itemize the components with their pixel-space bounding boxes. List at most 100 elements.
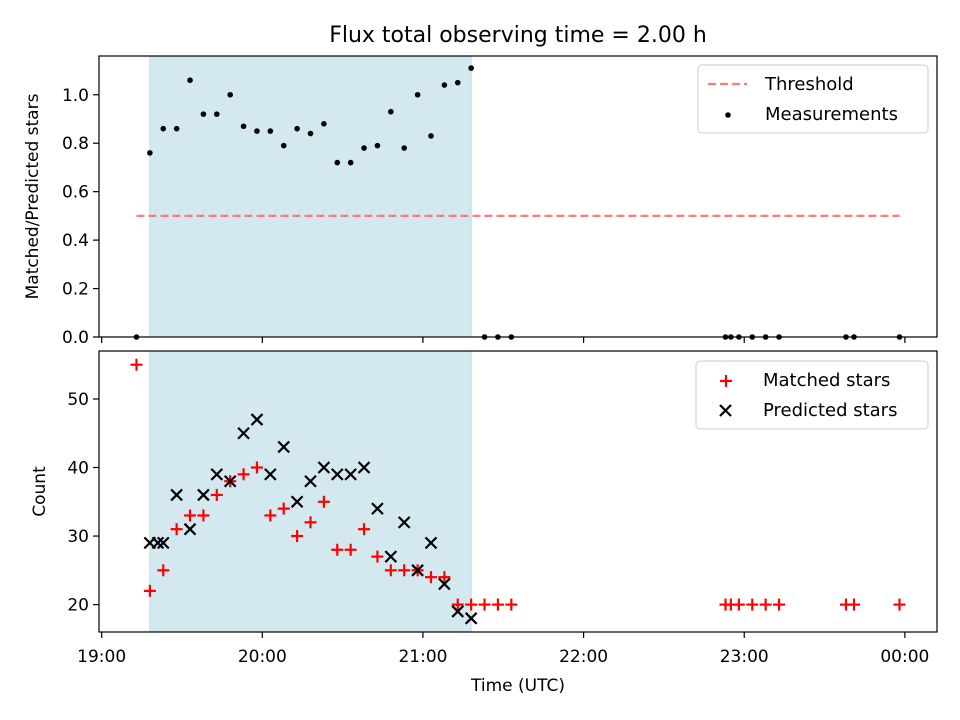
top-y-tick-label: 0.0 <box>62 328 89 348</box>
matched-star-point <box>773 598 786 611</box>
measurement-point <box>361 145 367 151</box>
matched-star-point <box>143 584 156 597</box>
measurement-point <box>374 142 381 149</box>
legend-measurements-label: Measurements <box>765 104 898 125</box>
predicted-star-point <box>451 605 465 618</box>
matched-star-point <box>317 495 330 508</box>
matched-star-point <box>197 509 210 522</box>
matched-star-point <box>170 523 183 536</box>
matched-star-point <box>465 598 478 611</box>
x-axis-label: Time (UTC) <box>470 676 565 696</box>
measurement-point <box>227 91 233 98</box>
bottom-legend: Matched stars Predicted stars <box>695 360 929 430</box>
measurement-point <box>254 128 260 134</box>
predicted-star-point <box>317 461 331 474</box>
measurement-point <box>321 121 327 127</box>
matched-star-point <box>358 523 371 536</box>
matched-star-point <box>491 598 504 611</box>
matched-star-point <box>398 564 411 577</box>
bottom-y-tick-label: 40 <box>67 459 89 479</box>
top-legend: Threshold Measurements <box>697 64 929 134</box>
matched-star-point <box>331 543 344 556</box>
top-plot-frame <box>98 55 938 338</box>
matched-star-point <box>384 564 397 577</box>
legend-threshold-label: Threshold <box>764 74 854 95</box>
predicted-star-point <box>424 536 438 550</box>
predicted-star-point <box>357 461 371 474</box>
top-y-tick-label: 0.6 <box>62 183 89 203</box>
bottom-y-tick-label: 50 <box>67 390 89 410</box>
matched-star-point <box>304 516 317 529</box>
matched-star-point <box>371 550 384 563</box>
measurement-point <box>160 125 167 132</box>
bottom-plot-frame <box>98 350 938 633</box>
predicted-star-point <box>210 468 224 481</box>
measurement-point <box>240 123 247 130</box>
measurement-point <box>187 77 193 84</box>
top-panel: 0.0 0.2 0.4 0.6 0.8 1.0 Matched/Predicted sta… <box>23 55 938 348</box>
predicted-star-point <box>197 488 210 502</box>
top-y-tick-label: 1.0 <box>62 86 89 106</box>
bottom-legend-box <box>695 360 929 430</box>
observing-window-shade <box>149 350 472 633</box>
matched-star-point <box>438 571 451 584</box>
x-tick-label: 21:00 <box>398 647 447 667</box>
x-tick-label: 22:00 <box>559 647 608 667</box>
measurement-point <box>280 142 287 149</box>
measurement-point <box>388 108 394 115</box>
legend-predicted-swatch <box>719 404 732 417</box>
observing-window-shade <box>149 55 472 338</box>
predicted-star-point <box>237 426 250 440</box>
measurement-point <box>294 125 300 132</box>
predicted-star-point <box>397 516 411 529</box>
top-legend-box <box>697 64 929 134</box>
legend-matched-label: Matched stars <box>763 370 890 391</box>
matched-star-point <box>746 598 759 611</box>
top-y-tick-label: 0.4 <box>62 231 89 251</box>
legend-measurements-swatch <box>725 112 731 118</box>
matched-star-point <box>184 509 197 522</box>
matched-star-point <box>130 358 143 371</box>
predicted-star-point <box>156 536 170 550</box>
predicted-star-point <box>183 522 197 536</box>
predicted-star-point <box>277 440 291 454</box>
top-y-tick-label: 0.8 <box>62 134 89 154</box>
matched-star-point <box>344 543 357 556</box>
bottom-y-tick-label: 30 <box>67 527 89 547</box>
matched-star-point <box>157 564 170 577</box>
measurement-point <box>428 133 434 139</box>
predicted-star-point <box>151 536 165 550</box>
matched-star-point <box>210 488 223 501</box>
predicted-star-point <box>331 468 344 481</box>
x-tick-label: 00:00 <box>880 647 929 667</box>
predicted-star-point <box>384 550 398 563</box>
measurement-point <box>173 125 180 132</box>
matched-star-point <box>424 571 437 584</box>
matched-star-point <box>505 598 518 611</box>
measurement-point <box>347 159 354 166</box>
predicted-star-point <box>264 468 277 481</box>
x-tick-label: 19:00 <box>77 647 126 667</box>
measurement-point <box>147 150 153 156</box>
matched-star-point <box>848 598 861 611</box>
predicted-star-point <box>170 488 183 502</box>
matched-star-point <box>893 598 906 611</box>
matched-star-point <box>237 468 250 481</box>
x-tick-label: 20:00 <box>238 647 287 667</box>
predicted-star-point <box>464 612 478 625</box>
predicted-star-point <box>304 474 317 488</box>
matched-star-point <box>250 461 263 474</box>
matched-star-point <box>291 530 304 543</box>
measurement-point <box>307 130 314 137</box>
legend-predicted-label: Predicted stars <box>763 400 897 421</box>
matched-star-point <box>264 509 277 522</box>
measurement-point <box>334 159 341 166</box>
matched-star-point <box>732 598 745 611</box>
measurement-point <box>267 128 274 134</box>
bottom-y-tick-label: 20 <box>67 596 89 616</box>
matched-star-point <box>478 598 491 611</box>
measurement-point <box>468 65 474 71</box>
measurement-point <box>454 79 461 86</box>
